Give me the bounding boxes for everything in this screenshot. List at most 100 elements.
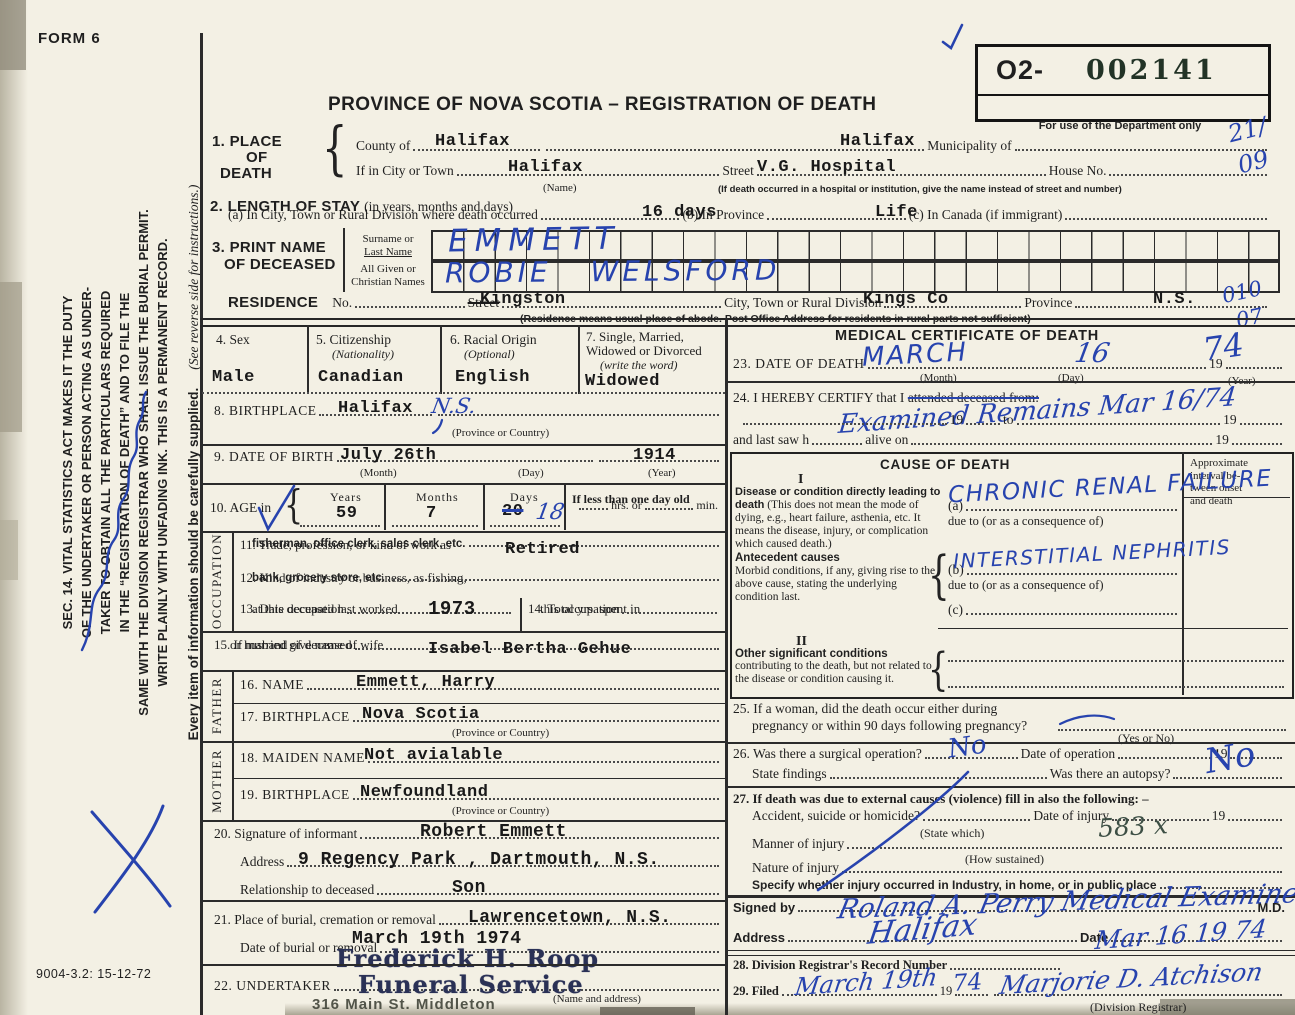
citizenship-label: 5. Citizenship <box>316 332 391 347</box>
scan-left-edge <box>0 0 28 1015</box>
rule-double <box>727 950 1295 956</box>
rule <box>727 786 1295 788</box>
residence-city-label: City, Town or Rural Division <box>724 295 882 310</box>
occupation-strip: OCCUPATION <box>202 531 234 631</box>
dod-row: 23. DATE OF DEATH 19 <box>733 356 1285 372</box>
q27-line1: 27. If death was due to external causes … <box>733 791 1149 806</box>
birthplace-ink: N.S. <box>429 394 479 418</box>
given-sublabel: All Given or Christian Names <box>347 263 429 289</box>
age-divider <box>564 485 566 530</box>
interval-header: Approximate interval be- tween onset and… <box>1190 457 1286 507</box>
occ-14-line1: 14. Total yrs. spent in <box>528 601 641 616</box>
occ-12-row2: bank, grocery store, etc. <box>252 572 722 584</box>
hospital-note: (If death occurred in a hospital or inst… <box>718 184 1122 195</box>
cause-p3-rest: contributing to the death, but not relat… <box>735 660 932 685</box>
cause-brace: { <box>928 546 950 606</box>
burial-date-label: Date of burial or removal <box>240 940 378 955</box>
informant-sig-row: 20. Signature of informant <box>214 826 722 842</box>
cause-blank-line <box>948 660 1284 662</box>
undertaker-label: 22. UNDERTAKER <box>214 978 331 993</box>
form-code: 9004-3.2: 15-12-72 <box>36 967 152 981</box>
cause-inner-rule <box>938 628 1288 630</box>
q25-line1: 25. If a woman, did the death occur eith… <box>733 701 998 716</box>
mother-mn-row: 18. MAIDEN NAME <box>240 750 722 766</box>
dod-label: 23. DATE OF DEATH <box>733 356 865 371</box>
marital-value: Widowed <box>585 372 660 391</box>
name-note: (Name) <box>543 182 577 194</box>
registration-number: 002141 <box>1086 55 1217 86</box>
city-value: Halifax <box>508 158 583 177</box>
registration-box: O2- 002141 <box>975 44 1271 122</box>
q25-line2: pregnancy or within 90 days following pr… <box>752 718 1028 733</box>
q26-autopsy-label: Was there an autopsy? <box>1049 766 1171 781</box>
citizenship-sub: (Nationality) <box>332 347 394 361</box>
dob-year-value: 1914 <box>633 446 676 465</box>
father-bp-value: Nova Scotia <box>362 705 480 724</box>
cause-c-label: (c) <box>948 602 963 617</box>
rule <box>202 444 725 446</box>
rule <box>232 703 725 705</box>
stay-row: (a) In City, Town or Rural Division wher… <box>228 207 1270 223</box>
rule <box>202 631 725 633</box>
interval-line: interval be- <box>1190 469 1241 482</box>
interval-line: tween onset <box>1190 482 1243 494</box>
lastsaw-label: and last saw h <box>733 432 810 447</box>
spouse-line2: or husband of deceased <box>230 637 352 652</box>
cause-due1: due to (or as a consequence of) <box>948 514 1104 528</box>
age-brace: { <box>284 482 304 529</box>
occ-13-value: 1973 <box>428 598 476 620</box>
cell-divider <box>440 325 442 394</box>
notice-line: WRITE PLAINLY WITH UNFADING INK. THIS IS… <box>155 238 170 687</box>
birthplace-value: Halifax <box>338 399 413 418</box>
cause-sec2: II <box>796 634 807 649</box>
rule <box>727 381 1295 383</box>
marital-line1: 7. Single, Married, <box>586 329 684 344</box>
father-strip: FATHER <box>202 670 234 741</box>
notice-supplied: Every item of information should be care… <box>186 387 201 741</box>
rule <box>727 742 1295 744</box>
county-label: County of <box>356 138 411 153</box>
notice-line: SAME WITH THE DIVISION REGISTRAR WHO SHA… <box>136 209 151 716</box>
occ-12: 12. Kind of industry or business, as fis… <box>240 570 467 586</box>
q27-injurydate-label: Date of injury <box>1033 808 1110 823</box>
mother-bp-note: (Province or Country) <box>452 805 550 817</box>
md-label: M.D. <box>1257 900 1285 915</box>
place-line1: 1. PLACE <box>212 133 282 150</box>
father-strip-label: FATHER <box>209 676 224 735</box>
signed-label: Signed by <box>733 900 796 915</box>
interval-divider <box>1182 452 1184 695</box>
occ-11-line1: 11. Trade, profession, or kind of work a… <box>240 537 452 552</box>
age-divider <box>483 485 485 530</box>
cell-bottom <box>202 392 725 394</box>
stay-b-label: (b) In Province <box>682 207 765 222</box>
spouse-line1: 15. If married give name of wife <box>214 637 384 652</box>
print-name-label: 3. PRINT NAME OF DECEASED <box>212 239 336 273</box>
age-years-value: 59 <box>336 504 358 523</box>
occ-divider <box>520 598 522 631</box>
cause-blank-line <box>948 686 1284 688</box>
cause-b-label: (b) <box>948 562 964 577</box>
sex-label: 4. Sex <box>216 332 250 347</box>
q27-row4: Nature of injury <box>752 860 1285 876</box>
city-label: If in City or Town <box>356 163 454 178</box>
column-divider <box>725 318 728 1015</box>
cell-divider <box>307 325 309 394</box>
stay-c-label: (c) In Canada (if immigrant) <box>908 207 1063 222</box>
given-sublabel-2: Christian Names <box>351 276 425 288</box>
age-days-value: 20 <box>502 502 524 521</box>
address-date-row: Address Date <box>733 930 1285 945</box>
registration-caption: For use of the Department only <box>1038 120 1202 132</box>
cause-p1-rest: (This does not mean the mode of dying, e… <box>735 499 929 550</box>
burial-date-value: March 19th 1974 <box>352 929 522 949</box>
q27-how: (How sustained) <box>965 852 1044 866</box>
certify-struck: attended deceased from: <box>907 390 1039 405</box>
age-leader <box>300 525 380 527</box>
residence-province-label: Province <box>1024 295 1073 310</box>
dob-value: July 26th <box>340 446 437 465</box>
print-name-divider <box>343 228 345 292</box>
birthplace-label: 8. BIRTHPLACE <box>214 403 317 418</box>
r29-year-ink: 74 <box>952 969 984 997</box>
occ-14: 14. Total yrs. spent in <box>528 601 640 617</box>
residence-city-value: Kings Co <box>863 290 949 309</box>
county-value: Halifax <box>435 132 510 151</box>
